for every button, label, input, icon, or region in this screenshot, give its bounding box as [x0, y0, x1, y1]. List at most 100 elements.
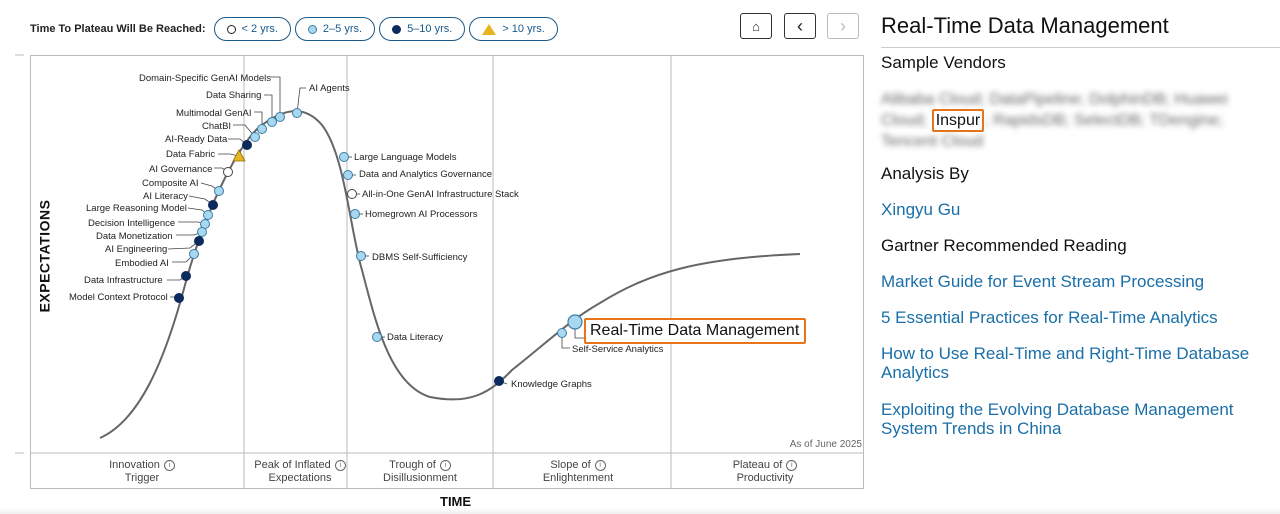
technology-marker[interactable] [189, 249, 199, 259]
vendor-list: Alibaba Cloud; DataPipeline; DolphinDB; … [881, 90, 1241, 151]
next-button[interactable]: › [827, 13, 859, 39]
phase-label-line1: Slope of [550, 459, 591, 471]
technology-marker[interactable] [267, 117, 277, 127]
vendors-blurred-before: Alibaba Cloud; DataPipeline; DolphinDB; … [881, 91, 1228, 129]
technology-marker[interactable] [194, 236, 204, 246]
technology-marker[interactable] [181, 271, 191, 281]
light-circle-icon [307, 24, 317, 34]
phase-label-line1: Trough of [389, 459, 436, 471]
technology-label[interactable]: Knowledge Graphs [511, 379, 592, 390]
technology-marker[interactable] [372, 332, 382, 342]
technology-marker[interactable] [356, 251, 366, 261]
technology-label[interactable]: Homegrown AI Processors [365, 209, 478, 220]
legend-filter-under-2[interactable]: < 2 yrs. [213, 17, 291, 41]
technology-marker[interactable] [257, 124, 267, 134]
technology-label[interactable]: Data Fabric [166, 149, 215, 160]
technology-label[interactable]: All-in-One GenAI Infrastructure Stack [362, 189, 519, 200]
technology-label[interactable]: AI Engineering [105, 244, 167, 255]
reading-link[interactable]: Exploiting the Evolving Database Managem… [881, 400, 1234, 438]
technology-label[interactable]: AI Governance [149, 164, 212, 175]
phase-label-line2: Trigger [124, 472, 160, 484]
phase-label-line1: Innovation [109, 459, 160, 471]
phase-label-line2: Productivity [736, 472, 794, 484]
sample-vendors-heading: Sample Vendors [881, 53, 1006, 72]
hype-cycle-chart-frame [30, 55, 864, 489]
technology-label[interactable]: Data Sharing [206, 90, 261, 101]
selected-technology-label[interactable]: Real-Time Data Management [584, 318, 806, 344]
technology-label[interactable]: AI Literacy [143, 191, 188, 202]
legend-filter-over-10[interactable]: > 10 yrs. [469, 17, 558, 41]
technology-marker[interactable] [557, 328, 567, 338]
technology-marker[interactable] [347, 189, 357, 199]
technology-marker[interactable] [174, 293, 184, 303]
technology-label[interactable]: DBMS Self-Sufficiency [372, 252, 468, 263]
technology-label[interactable]: Data Infrastructure [84, 275, 163, 286]
technology-marker[interactable] [242, 140, 252, 150]
footer-shadow [0, 508, 1280, 514]
leader-line [296, 87, 306, 114]
technology-label[interactable]: Data Literacy [387, 332, 443, 343]
technology-label[interactable]: Domain-Specific GenAI Models [139, 73, 271, 84]
as-of-date: As of June 2025 [789, 439, 862, 450]
previous-button[interactable]: ‹ [784, 13, 816, 39]
selected-technology-marker[interactable] [567, 314, 583, 330]
technology-marker[interactable] [350, 209, 360, 219]
technology-label[interactable]: Composite AI [142, 178, 199, 189]
technology-label[interactable]: Data and Analytics Governance [359, 169, 492, 180]
triangle-icon [482, 23, 497, 35]
technology-marker[interactable] [343, 170, 353, 180]
technology-marker[interactable] [214, 186, 224, 196]
empty-circle-icon [226, 24, 236, 34]
technology-label[interactable]: Large Reasoning Model [86, 203, 187, 214]
phase-innovation-trigger: Innovation i Trigger [92, 459, 192, 485]
reading-link[interactable]: 5 Essential Practices for Real-Time Anal… [881, 308, 1218, 327]
technology-label[interactable]: Decision Intelligence [88, 218, 175, 229]
technology-marker[interactable] [197, 227, 207, 237]
phase-label-line1: Plateau of [732, 459, 783, 471]
info-icon[interactable]: i [594, 460, 606, 471]
home-button[interactable]: ⌂ [740, 13, 772, 39]
technology-label[interactable]: ChatBI [202, 121, 231, 132]
technology-label[interactable]: AI Agents [309, 83, 350, 94]
technology-label[interactable]: Multimodal GenAI [176, 108, 252, 119]
technology-marker-triangle [232, 149, 246, 162]
home-icon: ⌂ [752, 18, 760, 34]
technology-marker[interactable] [292, 108, 302, 118]
phase-label-line2: Expectations [268, 472, 332, 484]
dark-circle-icon [392, 24, 402, 34]
technology-label[interactable]: AI-Ready Data [165, 134, 228, 145]
reading-link[interactable]: Market Guide for Event Stream Processing [881, 272, 1205, 291]
info-icon[interactable]: i [334, 460, 346, 471]
legend-filter-2-5[interactable]: 2–5 yrs. [294, 17, 376, 41]
technology-label[interactable]: Self-Service Analytics [572, 344, 664, 355]
technology-label[interactable]: Data Monetization [96, 231, 173, 242]
technology-marker[interactable] [339, 152, 349, 162]
technology-marker[interactable] [275, 112, 285, 122]
phase-slope: Slope of i Enlightenment [528, 459, 628, 485]
phase-peak: Peak of Inflated i Expectations [245, 459, 355, 485]
chevron-right-icon: › [840, 15, 846, 36]
phase-label-line1: Peak of Inflated [254, 459, 331, 471]
chevron-left-icon: ‹ [797, 15, 803, 36]
reading-link[interactable]: How to Use Real-Time and Right-Time Data… [881, 344, 1250, 382]
technology-label[interactable]: Model Context Protocol [69, 292, 168, 303]
leader-line [270, 76, 281, 117]
technology-marker[interactable] [250, 132, 260, 142]
legend-bar: Time To Plateau Will Be Reached: < 2 yrs… [30, 15, 562, 43]
technology-marker[interactable] [223, 167, 233, 177]
legend-filter-5-10[interactable]: 5–10 yrs. [379, 17, 466, 41]
technology-label[interactable]: Large Language Models [354, 152, 457, 163]
technology-marker[interactable] [494, 376, 504, 386]
info-icon[interactable]: i [163, 460, 175, 471]
analyst-link[interactable]: Xingyu Gu [881, 200, 961, 219]
info-icon[interactable]: i [439, 460, 451, 471]
legend-item-label: 2–5 yrs. [322, 23, 363, 35]
technology-label[interactable]: Embodied AI [115, 258, 169, 269]
technology-marker[interactable] [208, 200, 218, 210]
y-axis-label: EXPECTATIONS [36, 199, 53, 313]
technology-marker[interactable] [203, 210, 213, 220]
phase-label-line2: Disillusionment [383, 472, 457, 484]
info-icon[interactable]: i [786, 460, 798, 471]
phase-label-line2: Enlightenment [542, 472, 614, 484]
leader-line [264, 94, 273, 122]
